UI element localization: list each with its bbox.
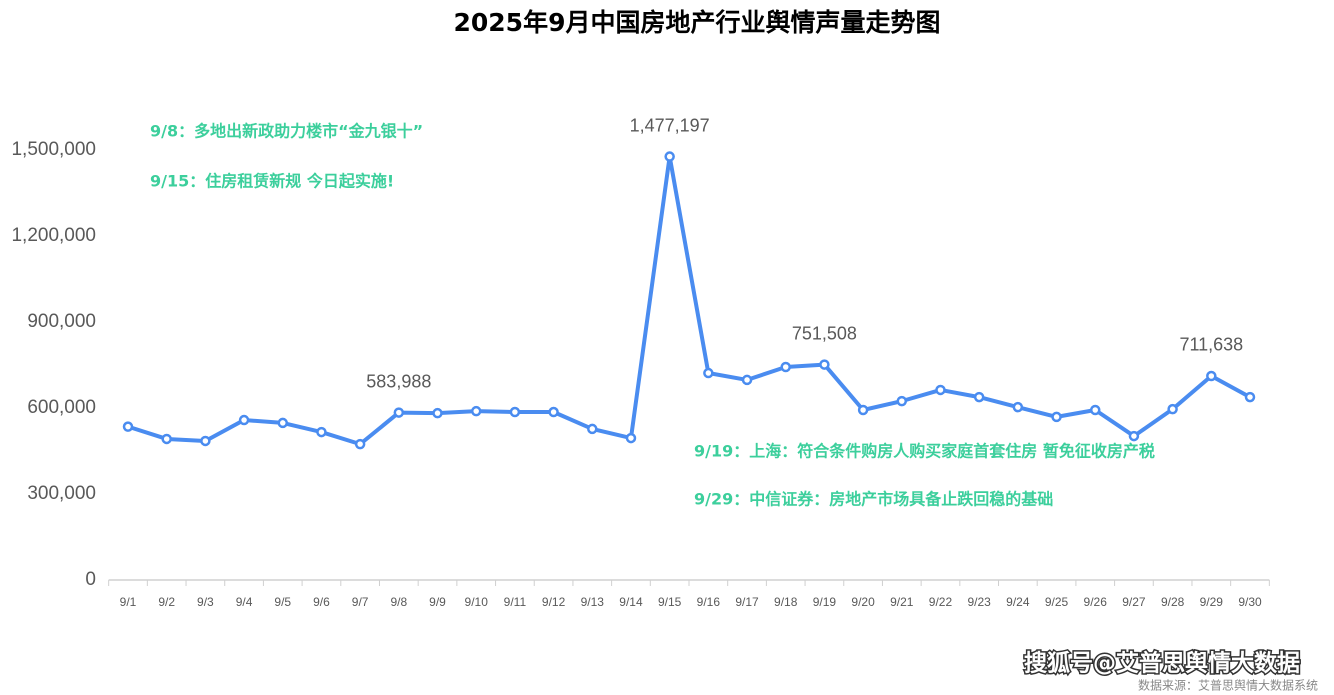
x-tick-label: 9/10 [465,595,489,609]
y-tick-label: 0 [85,569,96,590]
x-tick-label: 9/30 [1238,595,1262,609]
y-tick-label: 1,200,000 [11,225,96,246]
x-tick-label: 9/8 [390,595,407,609]
data-point [664,151,675,162]
data-point [277,417,289,429]
chart-title: 2025年9月中国房地产行业舆情声量走势图 [454,8,941,37]
x-tick-label: 9/18 [774,595,798,609]
data-point [548,406,559,418]
data-line [127,154,1251,447]
data-point [625,432,637,444]
data-point [780,361,791,373]
data-point [238,414,250,426]
x-tick-label: 9/2 [158,595,175,609]
x-tick-label: 9/11 [504,595,527,609]
data-point [470,405,482,417]
x-tick-label: 9/26 [1084,595,1108,609]
x-tick-label: 9/24 [1006,595,1030,609]
x-tick-label: 9/17 [735,595,759,609]
x-tick-label: 9/4 [236,595,253,609]
data-point [741,374,753,386]
x-tick-label: 9/13 [581,595,605,609]
y-tick-label: 300,000 [27,483,96,504]
data-label: 711,638 [1179,335,1243,355]
x-tick-label: 9/22 [929,595,953,609]
annotation: 9/8：多地出新政助力楼市“金九银十” [150,122,423,141]
x-tick-label: 9/15 [658,595,682,609]
x-tick-label: 9/7 [352,595,369,609]
annotation: 9/19：上海：符合条件购房人购买家庭首套住房 暂免征收房产税 [694,442,1155,461]
x-tick-label: 9/6 [313,595,330,609]
data-point [200,435,211,447]
data-point [432,407,443,419]
x-tick-label: 9/21 [890,595,914,609]
data-point [316,426,327,438]
source-note: 数据来源：艾普思舆情大数据系统 [1138,678,1318,693]
data-label: 751,508 [792,323,857,343]
x-tick-label: 9/1 [120,595,137,609]
data-point [393,407,405,418]
data-point [122,421,134,432]
data-point [1012,401,1024,413]
x-tick-label: 9/19 [813,595,837,609]
x-tick-label: 9/12 [542,595,566,609]
x-tick-label: 9/29 [1200,595,1224,609]
x-tick-label: 9/28 [1161,595,1185,609]
x-tick-label: 9/16 [697,595,721,609]
data-point [1128,430,1140,442]
data-label: 1,477,197 [630,115,710,135]
data-point [161,433,172,445]
x-tick-label: 9/25 [1045,595,1069,609]
data-point [1206,370,1217,382]
x-tick-label: 9/14 [619,595,643,609]
data-point [509,406,521,418]
y-tick-label: 1,500,000 [11,139,96,160]
x-tick-label: 9/27 [1122,595,1146,609]
data-point [354,438,366,450]
data-point [1051,411,1062,423]
y-tick-label: 600,000 [27,397,96,418]
x-tick-label: 9/20 [851,595,875,609]
x-tick-label: 9/5 [274,595,291,609]
x-tick-label: 9/3 [197,595,214,609]
data-point [973,391,985,403]
annotation: 9/29：中信证券：房地产市场具备止跌回稳的基础 [694,490,1053,509]
data-point [819,359,830,370]
data-point [935,384,946,396]
data-point [1244,391,1256,403]
x-tick-label: 9/9 [429,595,446,609]
data-point [896,395,908,407]
data-point [1089,404,1101,416]
data-label: 583,988 [366,371,431,391]
data-point [703,367,714,379]
x-tick-label: 9/23 [967,595,991,609]
data-point [857,404,869,416]
data-point [1167,403,1178,415]
footer-watermark: 搜狐号@艾普思舆情大数据 [1024,650,1300,677]
y-tick-label: 900,000 [27,311,96,332]
annotation: 9/15：住房租赁新规 今日起实施! [150,172,394,191]
data-point [587,423,598,435]
